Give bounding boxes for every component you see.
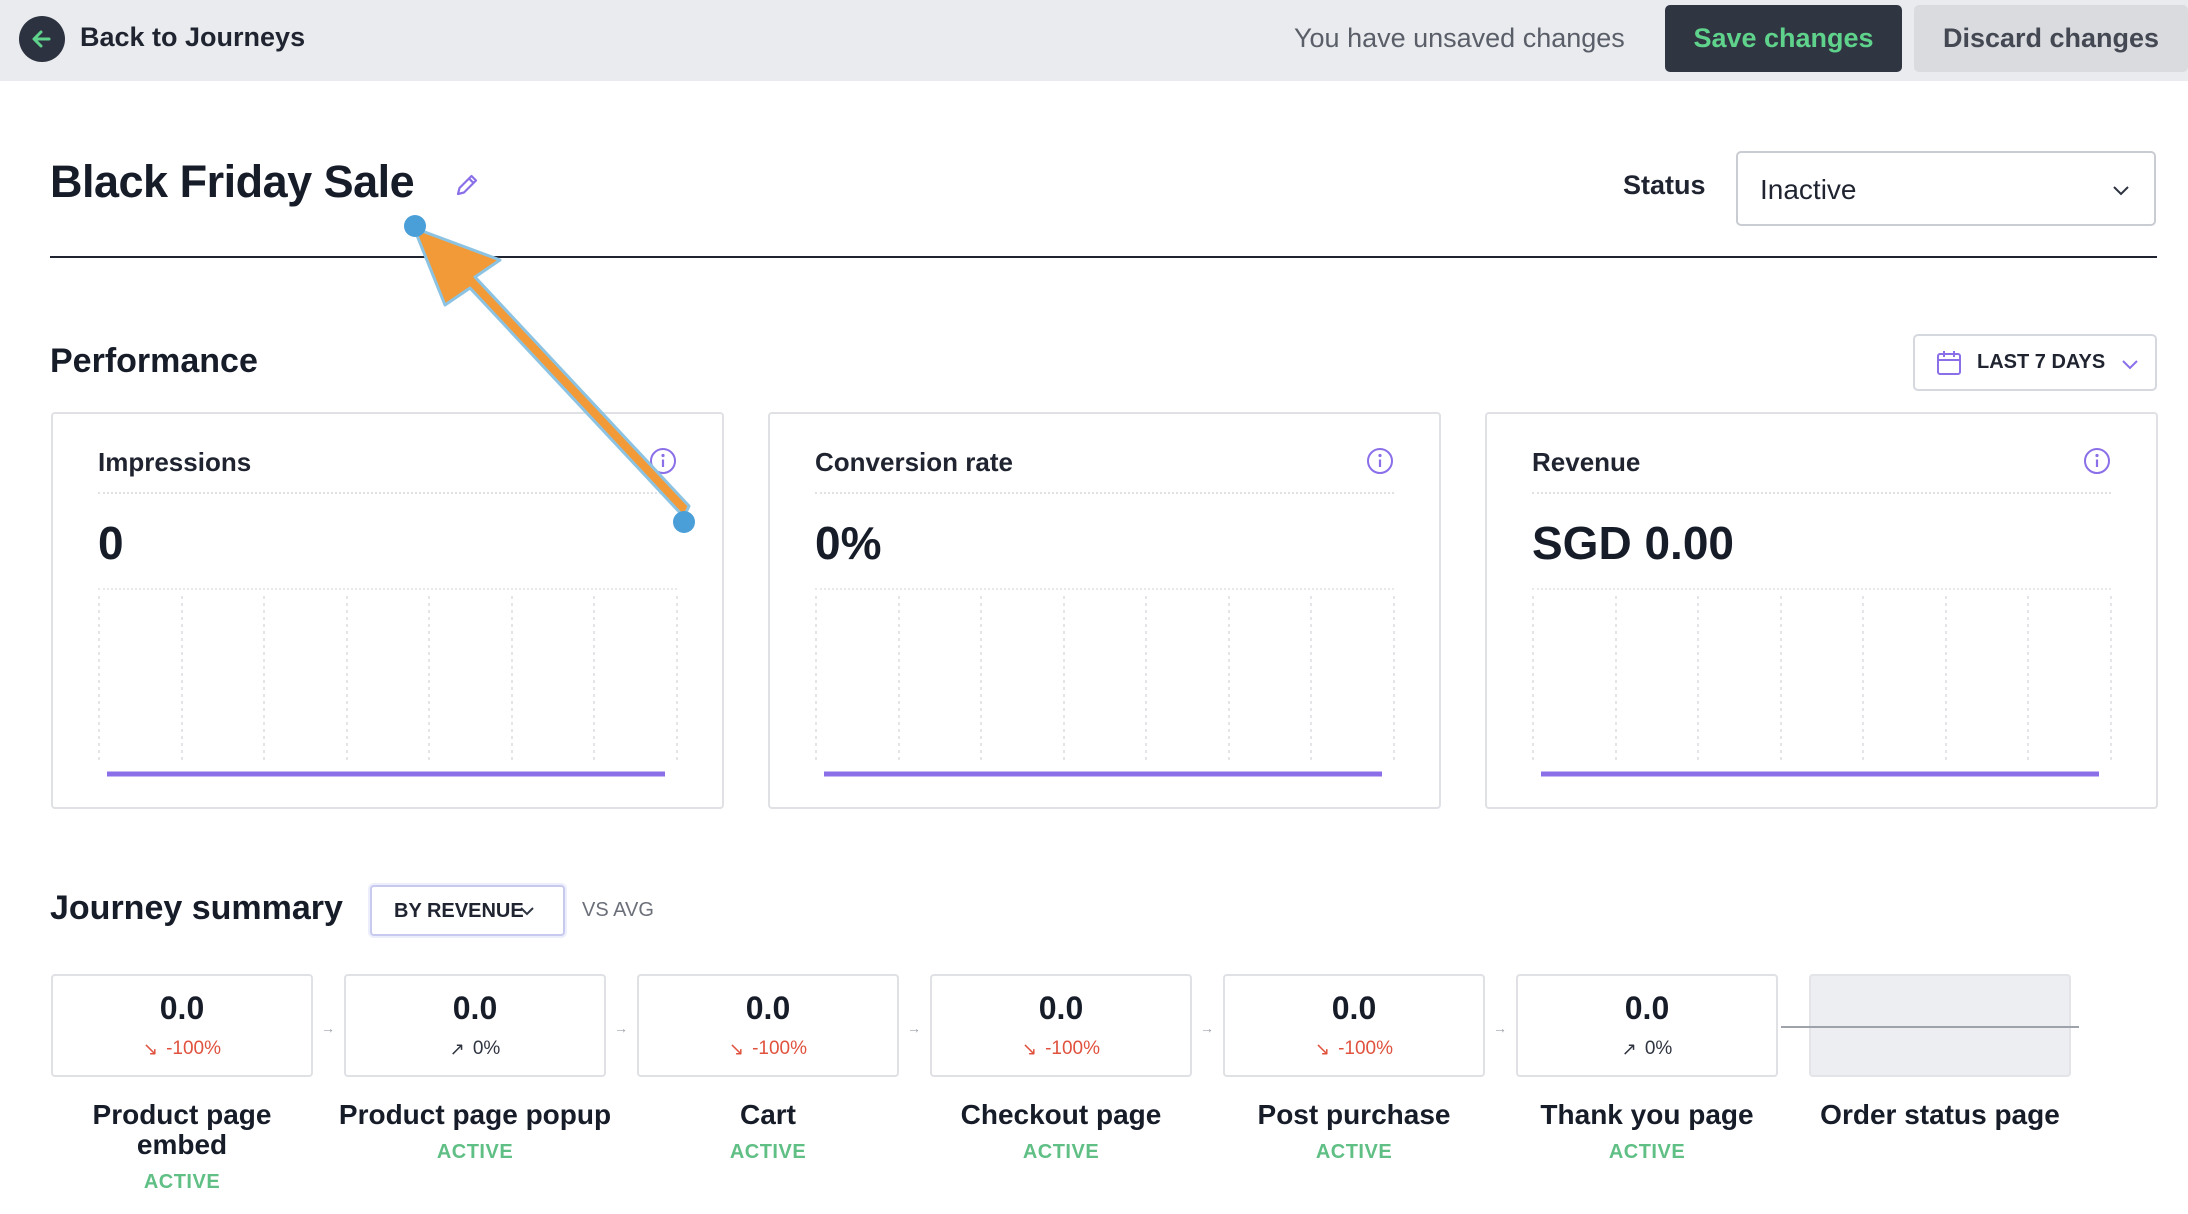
step-status-badge: ACTIVE [1315, 1141, 1393, 1163]
journey-step-card[interactable]: 0.0 ↘ -100% [51, 974, 313, 1077]
card-divider [815, 492, 1394, 494]
journey-step-card[interactable]: 0.0 ↘ -100% [1223, 974, 1485, 1077]
status-dropdown[interactable]: Inactive [1736, 151, 2156, 226]
step-status-badge: ACTIVE [143, 1171, 221, 1193]
trend-down-icon: ↘ [1021, 1038, 1038, 1059]
info-icon[interactable] [2083, 447, 2111, 475]
step-change: ↘ -100% [639, 1038, 897, 1060]
sparkline-chart [98, 592, 678, 782]
date-range-button[interactable]: LAST 7 DAYS [1913, 334, 2157, 391]
journey-step-card[interactable] [1781, 974, 2079, 1077]
chevron-down-icon [2119, 353, 2141, 375]
annotation-dot-end [404, 215, 426, 237]
step-change-value: -100% [1338, 1038, 1393, 1059]
date-range-label: LAST 7 DAYS [1977, 351, 2106, 373]
step-name: Product page embed [92, 1099, 272, 1160]
step-change-value: 0% [1644, 1038, 1673, 1059]
trend-down-icon: ↘ [728, 1038, 745, 1059]
card-value: 0 [98, 517, 124, 569]
step-change-value: 0% [472, 1038, 501, 1059]
step-name: Order status page [1820, 1099, 2060, 1130]
info-icon[interactable] [649, 447, 677, 475]
step-status-badge: ACTIVE [729, 1141, 807, 1163]
step-value: 0.0 [452, 990, 498, 1026]
card-divider [815, 588, 1394, 590]
discard-changes-button[interactable]: Discard changes [1914, 5, 2188, 72]
step-value: 0.0 [745, 990, 791, 1026]
step-value: 0.0 [159, 990, 205, 1026]
step-name: Checkout page [960, 1099, 1162, 1130]
step-value: 0.0 [1038, 990, 1084, 1026]
step-change: ↗ 0% [1518, 1038, 1776, 1060]
step-name: Product page popup [338, 1099, 612, 1130]
trend-down-icon: ↘ [142, 1038, 159, 1059]
step-status-badge: ACTIVE [436, 1141, 514, 1163]
save-changes-button[interactable]: Save changes [1665, 5, 1902, 72]
performance-heading: Performance [50, 342, 258, 380]
card-title: Conversion rate [815, 447, 1013, 477]
step-status-badge: ACTIVE [1022, 1141, 1100, 1163]
card-divider [1532, 588, 2111, 590]
back-arrow-icon[interactable] [19, 16, 65, 62]
card-value: SGD 0.00 [1532, 517, 1734, 569]
card-value: 0% [815, 517, 882, 569]
step-change: ↘ -100% [932, 1038, 1190, 1060]
chevron-down-icon [517, 901, 537, 921]
step-connector-arrow-icon: → [321, 1020, 335, 1036]
journey-step-card[interactable]: 0.0 ↘ -100% [637, 974, 899, 1077]
card-divider [98, 492, 677, 494]
journey-step-card[interactable]: 0.0 ↘ -100% [930, 974, 1192, 1077]
status-value: Inactive [1760, 174, 1857, 205]
step-name: Thank you page [1540, 1099, 1754, 1130]
chevron-down-icon [2110, 179, 2132, 201]
step-value: 0.0 [1624, 990, 1670, 1026]
unsaved-changes-text: You have unsaved changes [1294, 23, 1625, 53]
step-change-value: -100% [752, 1038, 807, 1059]
step-change-value: -100% [166, 1038, 221, 1059]
vs-avg-label: VS AVG [582, 899, 654, 921]
step-connector-line [1781, 1026, 2079, 1028]
conversion-rate-card: Conversion rate 0% [768, 412, 1441, 809]
step-change: ↗ 0% [346, 1038, 604, 1060]
header-divider [50, 256, 2157, 258]
step-name: Cart [739, 1099, 796, 1130]
trend-down-icon: ↘ [1314, 1038, 1331, 1059]
top-bar: Back to Journeys You have unsaved change… [0, 0, 2188, 81]
card-title: Revenue [1532, 447, 1641, 477]
journey-summary-heading: Journey summary [50, 889, 343, 927]
trend-up-icon: ↗ [1621, 1038, 1637, 1059]
journey-step-card[interactable]: 0.0 ↗ 0% [1516, 974, 1778, 1077]
back-to-journeys-link[interactable]: Back to Journeys [80, 22, 306, 52]
journey-title: Black Friday Sale [50, 156, 415, 207]
sort-by-dropdown[interactable]: BY REVENUE [370, 885, 565, 936]
sparkline-chart [1532, 592, 2112, 782]
trend-up-icon: ↗ [449, 1038, 465, 1059]
sparkline-chart [815, 592, 1395, 782]
step-connector-arrow-icon: → [1200, 1020, 1214, 1036]
info-icon[interactable] [1366, 447, 1394, 475]
impressions-card: Impressions 0 [51, 412, 724, 809]
step-connector-arrow-icon: → [614, 1020, 628, 1036]
step-connector-arrow-icon: → [1493, 1020, 1507, 1036]
calendar-icon [1935, 349, 1963, 377]
step-name: Post purchase [1257, 1099, 1451, 1130]
step-connector-arrow-icon: → [907, 1020, 921, 1036]
status-label: Status [1623, 170, 1706, 200]
journey-step-card[interactable]: 0.0 ↗ 0% [344, 974, 606, 1077]
card-title: Impressions [98, 447, 252, 477]
pencil-icon[interactable] [452, 170, 482, 200]
card-divider [1532, 492, 2111, 494]
step-value: 0.0 [1331, 990, 1377, 1026]
card-divider [98, 588, 677, 590]
step-change-value: -100% [1045, 1038, 1100, 1059]
step-status-badge: ACTIVE [1608, 1141, 1686, 1163]
sort-by-label: BY REVENUE [394, 900, 524, 922]
revenue-card: Revenue SGD 0.00 [1485, 412, 2158, 809]
step-change: ↘ -100% [53, 1038, 311, 1060]
step-change: ↘ -100% [1225, 1038, 1483, 1060]
